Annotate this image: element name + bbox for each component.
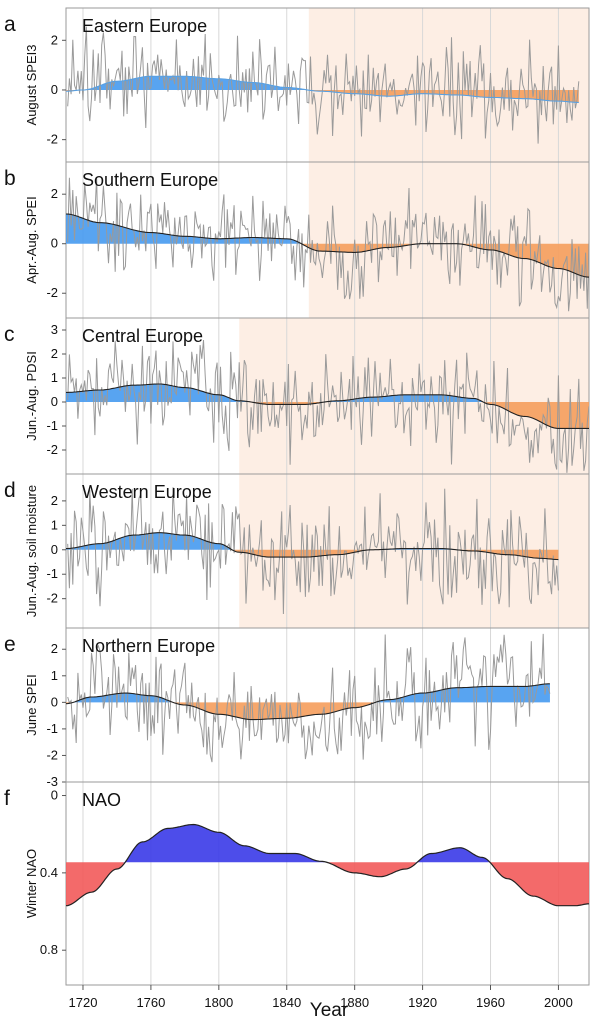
panel-letter-d: d [4,479,16,502]
smooth-curve-a [66,75,579,103]
y-tick-label: 2 [51,186,58,201]
y-tick-label: 3 [51,322,58,337]
panel-letter-a: a [4,13,16,36]
panel-letter-c: c [4,323,15,346]
panel-letter-e: e [4,633,16,656]
y-tick-label: -2 [46,132,58,147]
y-tick-label: 1 [51,517,58,532]
panel-b: -2 0 2 b Southern Europe Apr.-Aug. SPEI [4,161,590,319]
y-axis-label-b: Apr.-Aug. SPEI [24,196,39,283]
y-axis-label-e: June SPEI [24,674,39,735]
annual-series-d [67,487,559,615]
panel-title-b: Southern Europe [82,170,218,190]
y-tick-label: -1 [46,418,58,433]
area-fill-f [123,824,326,865]
chart-panels: -2 0 2 a Eastern Europe August SPEI3 -2 0 2 b Sout… [4,7,590,986]
annual-series-e [67,633,551,763]
panel-c: -2 -1 0 1 2 3 c Central Europe Jun.-Aug. PDSI [4,317,590,475]
area-fill-b [456,243,589,278]
area-fill-b [66,214,301,244]
smooth-curve-c [66,383,589,429]
y-tick-label: 0 [51,82,58,97]
smooth-curve-e [65,683,550,721]
area-fill-f [415,847,489,864]
y-tick-label: -2 [46,442,58,457]
area-fill-b [300,243,421,253]
panel-title-d: Western Europe [82,482,212,502]
y-axis-label-f: Winter NAO [24,849,39,918]
y-tick-label: -1 [46,566,58,581]
area-fill-f [325,861,416,877]
y-tick-label: 0.8 [40,942,58,957]
x-tick-label: 1960 [476,995,505,1010]
y-tick-label: 2 [51,32,58,47]
x-tick-label: 1920 [408,995,437,1010]
panel-title-c: Central Europe [82,326,203,346]
y-tick-label: 0 [51,694,58,709]
smooth-curve-d [65,532,559,561]
y-axis-label-c: Jun.-Aug. PDSI [24,351,39,441]
y-axis-label-a: August SPEI3 [24,45,39,126]
x-tick-label: 1800 [204,995,233,1010]
panel-letter-f: f [4,787,10,810]
panel-f: 0 0.4 0.8 f NAO Winter NAO [4,781,590,986]
panel-frame [65,781,590,986]
y-axis-label-d: Jun.-Aug. soil moisture [24,485,39,617]
panel-title-f: NAO [82,790,121,810]
panel-d: -2 -1 0 1 2 d Western Europe Jun.-Aug. soil moi… [4,473,590,629]
y-tick-label: 0 [51,788,58,803]
x-axis: 1720 1760 1800 1840 1880 1920 1960 2000 [69,985,573,1010]
y-tick-label: 1 [51,370,58,385]
y-tick-label: 0 [51,542,58,557]
smooth-curve-b [65,213,589,278]
area-fill-e [171,701,376,720]
y-tick-label: 2 [51,493,58,508]
y-tick-label: 0.4 [40,865,58,880]
x-axis-label: Year [310,1000,349,1021]
panel-letter-b: b [4,167,16,190]
x-tick-label: 2000 [544,995,573,1010]
y-tick-label: -3 [46,774,58,789]
x-tick-label: 1840 [272,995,301,1010]
y-tick-label: -2 [46,747,58,762]
panel-e: -3 -2 -1 0 1 2 e Northern Europe June SPEI [4,627,590,789]
y-tick-label: 2 [51,641,58,656]
y-tick-label: 0 [51,236,58,251]
area-fill-f [488,861,589,906]
panel-title-a: Eastern Europe [82,16,207,36]
x-tick-label: 1880 [340,995,369,1010]
x-tick-label: 1760 [136,995,165,1010]
y-tick-label: -2 [46,591,58,606]
panel-a: -2 0 2 a Eastern Europe August SPEI3 [4,7,590,163]
annual-series-a [67,26,580,144]
x-tick-label: 1720 [69,995,98,1010]
annual-series-c [67,339,590,473]
y-tick-label: -2 [46,285,58,300]
y-tick-label: 2 [51,346,58,361]
y-tick-label: -1 [46,721,58,736]
panel-title-e: Northern Europe [82,636,215,656]
y-tick-label: 1 [51,668,58,683]
area-fill-f [66,862,124,906]
annual-series-b [67,176,590,312]
shaded-period-b [308,162,589,318]
smooth-curve-f [65,823,590,907]
y-tick-label: 0 [51,394,58,409]
area-fill-d [230,549,370,558]
area-fill-c [249,401,325,405]
area-fill-e [375,683,550,703]
